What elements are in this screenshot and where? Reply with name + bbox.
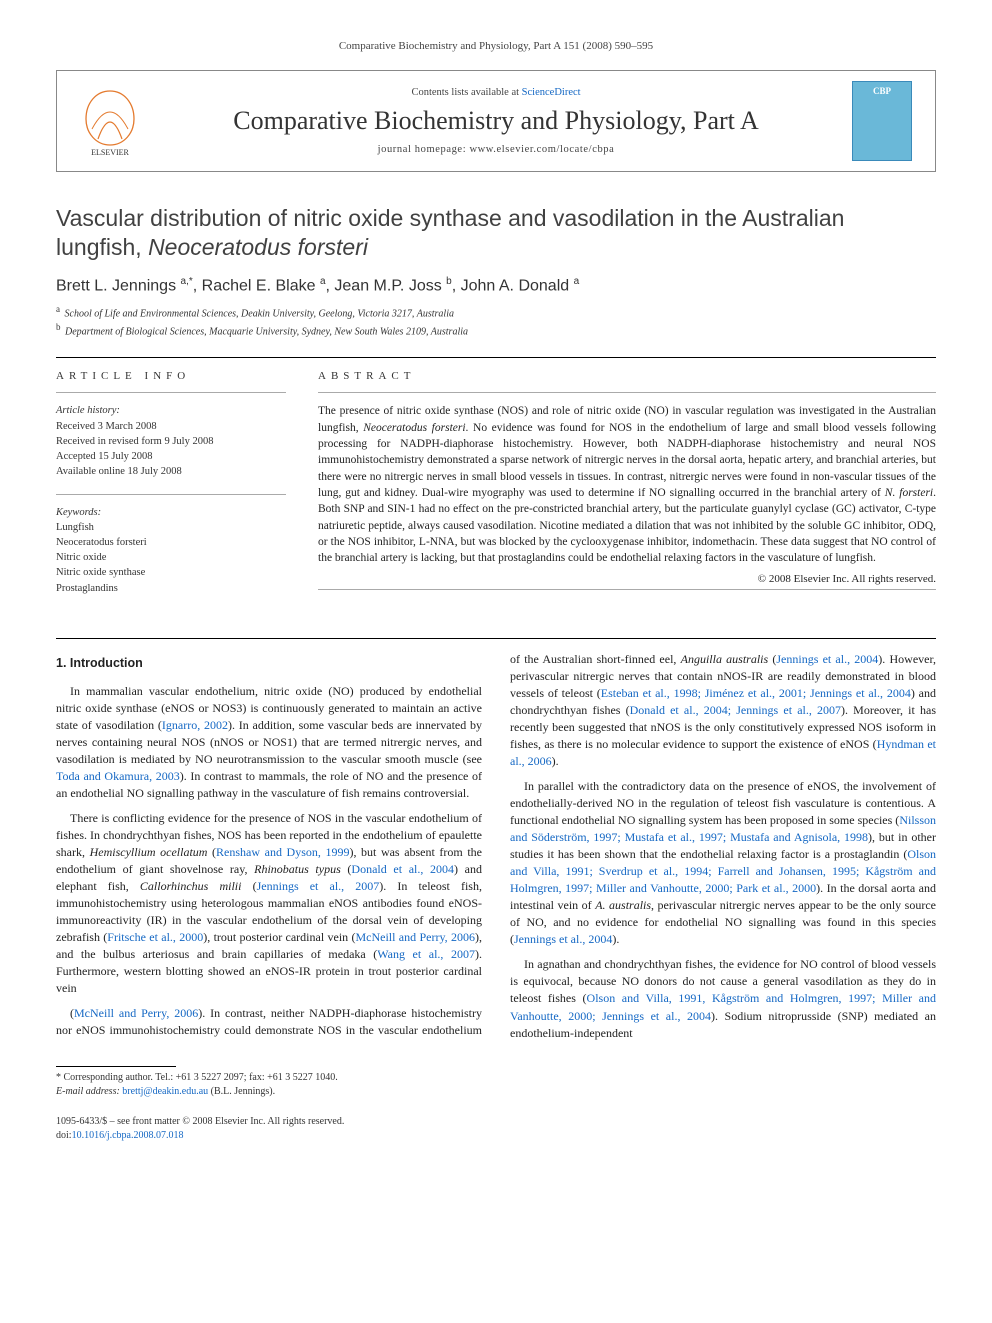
- citation-link[interactable]: Renshaw and Dyson, 1999: [216, 845, 349, 859]
- citation-link[interactable]: Donald et al., 2004: [351, 862, 454, 876]
- citation-link[interactable]: Fritsche et al., 2000: [107, 930, 203, 944]
- svg-text:ELSEVIER: ELSEVIER: [91, 148, 129, 157]
- history-label: Article history:: [56, 403, 286, 418]
- author-affil-mark: a: [574, 276, 580, 287]
- author-list: Brett L. Jennings a,*, Rachel E. Blake a…: [56, 276, 936, 295]
- history-line: Available online 18 July 2008: [56, 464, 286, 479]
- journal-cover-slot: [843, 81, 921, 161]
- rule-top: [56, 357, 936, 358]
- doi-line: doi:10.1016/j.cbpa.2008.07.018: [56, 1129, 936, 1143]
- footnote-contact: * Corresponding author. Tel.: +61 3 5227…: [56, 1071, 936, 1085]
- affiliation-list: a School of Life and Environmental Scien…: [56, 303, 936, 340]
- citation-link[interactable]: Esteban et al., 1998; Jiménez et al., 20…: [601, 686, 911, 700]
- keyword: Prostaglandins: [56, 581, 286, 596]
- citation-link[interactable]: Donald et al., 2004; Jennings et al., 20…: [630, 703, 841, 717]
- section-heading-intro: 1. Introduction: [56, 655, 482, 673]
- footnote-email-line: E-mail address: brettj@deakin.edu.au (B.…: [56, 1085, 936, 1099]
- affiliation: b Department of Biological Sciences, Mac…: [56, 321, 936, 339]
- issn-line: 1095-6433/$ – see front matter © 2008 El…: [56, 1115, 936, 1129]
- citation-link[interactable]: Nilsson and Söderström, 1997; Mustafa et…: [510, 813, 936, 844]
- citation-link[interactable]: McNeill and Perry, 2006: [74, 1006, 198, 1020]
- citation-link[interactable]: Jennings et al., 2004: [776, 652, 878, 666]
- history-line: Received in revised form 9 July 2008: [56, 434, 286, 449]
- citation-link[interactable]: McNeill and Perry, 2006: [355, 930, 475, 944]
- author: John A. Donald: [461, 277, 570, 294]
- contents-prefix: Contents lists available at: [411, 87, 521, 98]
- author-affil-mark: b: [446, 276, 452, 287]
- citation-link[interactable]: Olson and Villa, 1991; Sverdrup et al., …: [510, 847, 936, 895]
- abstract-head: ABSTRACT: [318, 370, 936, 382]
- body-paragraph: In mammalian vascular endothelium, nitri…: [56, 683, 482, 802]
- contents-line: Contents lists available at ScienceDirec…: [149, 87, 843, 98]
- article-history-block: Article history: Received 3 March 2008Re…: [56, 403, 286, 479]
- meta-abstract-row: ARTICLE INFO Article history: Received 3…: [56, 370, 936, 609]
- publisher-logo-slot: ELSEVIER: [71, 85, 149, 157]
- rule-abs-2: [318, 589, 936, 590]
- citation-link[interactable]: Hyndman et al., 2006: [510, 737, 936, 768]
- keywords-label: Keywords:: [56, 505, 286, 520]
- elsevier-logo: ELSEVIER: [78, 85, 142, 157]
- article-title: Vascular distribution of nitric oxide sy…: [56, 204, 936, 262]
- abstract-column: ABSTRACT The presence of nitric oxide sy…: [318, 370, 936, 609]
- corresponding-author-footnote: * Corresponding author. Tel.: +61 3 5227…: [56, 1066, 936, 1099]
- author: Brett L. Jennings: [56, 277, 176, 294]
- article-info-column: ARTICLE INFO Article history: Received 3…: [56, 370, 286, 609]
- affiliation: a School of Life and Environmental Scien…: [56, 303, 936, 321]
- author-affil-mark: a: [320, 276, 326, 287]
- keywords-block: Keywords: LungfishNeoceratodus forsteriN…: [56, 505, 286, 596]
- citation-link[interactable]: Toda and Okamura, 2003: [56, 769, 180, 783]
- email-owner: (B.L. Jennings).: [211, 1086, 275, 1097]
- author: Rachel E. Blake: [202, 277, 316, 294]
- journal-cover-thumb: [852, 81, 912, 161]
- journal-name: Comparative Biochemistry and Physiology,…: [149, 106, 843, 136]
- article-body: 1. Introduction In mammalian vascular en…: [56, 651, 936, 1045]
- body-paragraph: In agnathan and chondrychthyan fishes, t…: [510, 956, 936, 1041]
- journal-homepage-line: journal homepage: www.elsevier.com/locat…: [149, 144, 843, 155]
- doi-link[interactable]: 10.1016/j.cbpa.2008.07.018: [72, 1130, 184, 1141]
- banner-center: Contents lists available at ScienceDirec…: [149, 87, 843, 155]
- keyword: Nitric oxide synthase: [56, 565, 286, 580]
- abstract-text: The presence of nitric oxide synthase (N…: [318, 403, 936, 566]
- keyword: Nitric oxide: [56, 550, 286, 565]
- corresponding-email-link[interactable]: brettj@deakin.edu.au: [122, 1086, 208, 1097]
- citation-link[interactable]: Wang et al., 2007: [377, 947, 475, 961]
- rule-abs-1: [318, 392, 936, 393]
- journal-homepage-link[interactable]: www.elsevier.com/locate/cbpa: [469, 144, 614, 155]
- abstract-copyright: © 2008 Elsevier Inc. All rights reserved…: [318, 573, 936, 585]
- article-info-head: ARTICLE INFO: [56, 370, 286, 382]
- citation-link[interactable]: Jennings et al., 2007: [257, 879, 380, 893]
- running-header: Comparative Biochemistry and Physiology,…: [56, 40, 936, 52]
- author-affil-mark: a,*: [181, 276, 193, 287]
- journal-banner: ELSEVIER Contents lists available at Sci…: [56, 70, 936, 172]
- rule-meta-1: [56, 392, 286, 393]
- title-species: Neoceratodus forsteri: [148, 234, 368, 260]
- citation-link[interactable]: Ignarro, 2002: [162, 718, 228, 732]
- keyword: Neoceratodus forsteri: [56, 535, 286, 550]
- history-line: Accepted 15 July 2008: [56, 449, 286, 464]
- homepage-prefix: journal homepage:: [378, 144, 470, 155]
- doi-prefix: doi:: [56, 1130, 72, 1141]
- author: Jean M.P. Joss: [334, 277, 441, 294]
- citation-link[interactable]: Olson and Villa, 1991, Kågström and Holm…: [510, 991, 936, 1022]
- citation-link[interactable]: Jennings et al., 2004: [514, 932, 612, 946]
- sciencedirect-link[interactable]: ScienceDirect: [522, 87, 581, 98]
- keyword: Lungfish: [56, 520, 286, 535]
- body-paragraph: There is conflicting evidence for the pr…: [56, 810, 482, 997]
- page-footer: 1095-6433/$ – see front matter © 2008 El…: [56, 1115, 936, 1143]
- rule-mid: [56, 638, 936, 639]
- body-paragraph: In parallel with the contradictory data …: [510, 778, 936, 948]
- rule-meta-2: [56, 494, 286, 495]
- history-line: Received 3 March 2008: [56, 419, 286, 434]
- email-label: E-mail address:: [56, 1086, 120, 1097]
